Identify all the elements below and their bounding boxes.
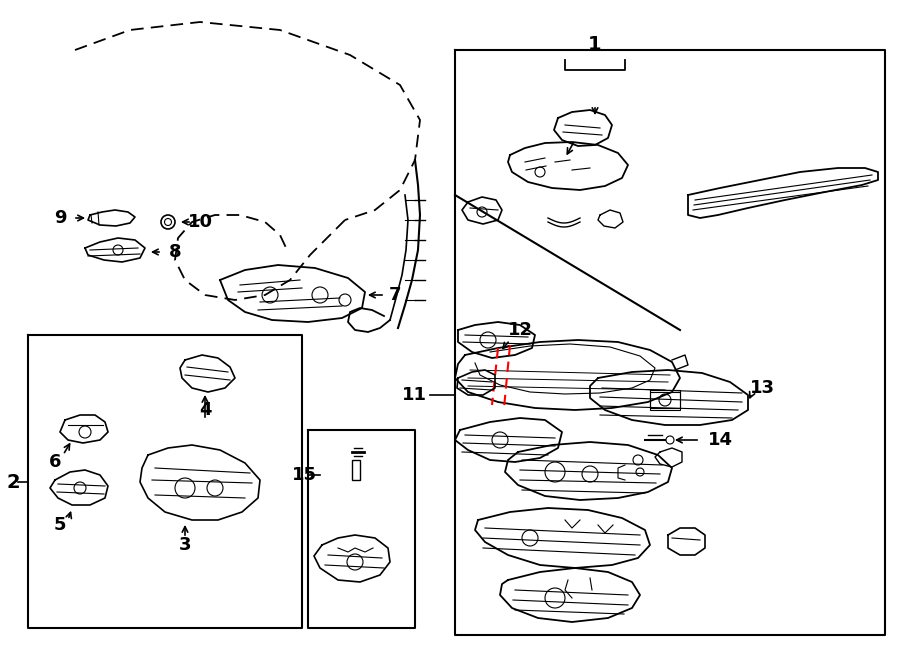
Text: 7: 7 [389,286,401,304]
Text: 5: 5 [54,516,67,534]
Text: 10: 10 [187,213,212,231]
Text: 12: 12 [508,321,533,339]
Text: 3: 3 [179,536,191,554]
Text: 6: 6 [49,453,61,471]
Text: 14: 14 [707,431,733,449]
Text: 1: 1 [589,36,602,54]
Text: 9: 9 [54,209,67,227]
Text: 11: 11 [402,386,427,404]
Text: 15: 15 [292,466,317,484]
Text: 2: 2 [6,473,20,492]
Text: 4: 4 [199,401,212,419]
Text: 8: 8 [168,243,181,261]
Bar [352,460,360,480]
Text: 13: 13 [750,379,775,397]
